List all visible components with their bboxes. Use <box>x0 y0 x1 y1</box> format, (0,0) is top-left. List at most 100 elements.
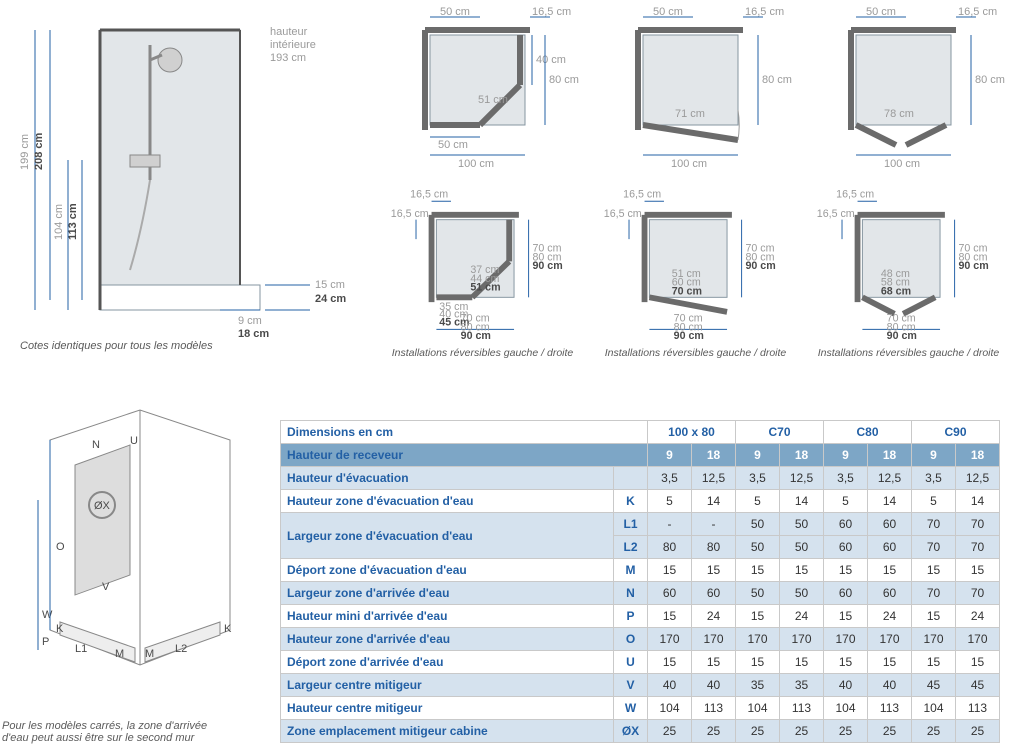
row-val: 60 <box>868 513 912 536</box>
interior-l2: intérieure <box>270 39 316 51</box>
row-val: 3,5 <box>912 467 956 490</box>
svg-text:M: M <box>115 648 124 660</box>
row-key: O <box>614 628 648 651</box>
row-val: 15 <box>780 559 824 582</box>
plan-diagrams: 51 cm 50 cm 40 cm 50 cm 16,5 cm 80 cm 10… <box>380 5 1020 359</box>
row-val: 3,5 <box>824 467 868 490</box>
svg-text:90 cm: 90 cm <box>532 260 562 272</box>
svg-text:16,5 cm: 16,5 cm <box>532 6 571 18</box>
row-val: 104 <box>648 697 692 720</box>
iso-caption: Pour les modèles carrés, la zone d'arriv… <box>2 720 252 744</box>
svg-text:78 cm: 78 cm <box>884 108 914 120</box>
row-val: 60 <box>648 582 692 605</box>
row-val: 50 <box>736 513 780 536</box>
row-label: Hauteur zone d'évacuation d'eau <box>281 490 614 513</box>
row-val: 50 <box>780 582 824 605</box>
row-val: 15 <box>648 651 692 674</box>
row-val: 3,5 <box>648 467 692 490</box>
row-val: 50 <box>780 513 824 536</box>
svg-text:16,5 cm: 16,5 cm <box>836 188 874 200</box>
plan-caption: Installations réversibles gauche / droit… <box>806 347 1011 359</box>
row-label: Hauteur zone d'arrivée d'eau <box>281 628 614 651</box>
svg-text:50 cm: 50 cm <box>438 139 468 151</box>
row-val: 40 <box>824 674 868 697</box>
row-val: 170 <box>868 628 912 651</box>
row-val: 60 <box>868 536 912 559</box>
row-val: 15 <box>956 651 1000 674</box>
svg-text:90 cm: 90 cm <box>461 330 491 341</box>
row-val: 170 <box>736 628 780 651</box>
plan-bottom-0: 37 cm 44 cm 51 cm 35 cm 40 cm 45 cm 16,5… <box>380 176 585 341</box>
row-val: 40 <box>868 674 912 697</box>
row-val: 40 <box>692 674 736 697</box>
dim-h-out: 208 cm <box>33 132 45 170</box>
row-val: 104 <box>912 697 956 720</box>
row-val: 170 <box>648 628 692 651</box>
dim-h-in: 199 cm <box>20 134 31 170</box>
row-val: 24 <box>692 605 736 628</box>
receiver-val: 18 <box>780 444 824 467</box>
row-key: N <box>614 582 648 605</box>
svg-text:50 cm: 50 cm <box>440 6 470 18</box>
row-val: 70 <box>956 513 1000 536</box>
svg-text:51 cm: 51 cm <box>470 282 500 294</box>
row-val: 45 <box>956 674 1000 697</box>
row-val: 15 <box>736 559 780 582</box>
base-top-out: 24 cm <box>315 293 346 305</box>
svg-text:40 cm: 40 cm <box>536 54 566 66</box>
svg-text:90 cm: 90 cm <box>958 260 988 272</box>
row-val: 70 <box>956 536 1000 559</box>
svg-text:16,5 cm: 16,5 cm <box>623 188 661 200</box>
elevation-caption: Cotes identiques pour tous les modèles <box>20 340 360 352</box>
svg-text:50 cm: 50 cm <box>866 6 896 18</box>
row-label: Zone emplacement mitigeur cabine <box>281 720 614 743</box>
row-val: 15 <box>736 605 780 628</box>
receiver-val: 18 <box>868 444 912 467</box>
receiver-val: 9 <box>736 444 780 467</box>
row-val: 15 <box>956 559 1000 582</box>
svg-text:K: K <box>56 623 64 635</box>
row-key: ØX <box>614 720 648 743</box>
row-val: 50 <box>736 582 780 605</box>
interior-l1: hauteur <box>270 26 308 38</box>
svg-text:ØX: ØX <box>94 500 111 512</box>
row-val: 35 <box>736 674 780 697</box>
row-key: L2 <box>614 536 648 559</box>
row-val: 80 <box>692 536 736 559</box>
svg-text:16,5 cm: 16,5 cm <box>604 208 642 220</box>
row-val: 70 <box>912 536 956 559</box>
row-val: 5 <box>824 490 868 513</box>
row-val: 15 <box>824 605 868 628</box>
svg-text:L2: L2 <box>175 643 187 655</box>
plan-top-0: 51 cm 50 cm 40 cm 50 cm 16,5 cm 80 cm 10… <box>380 5 585 170</box>
plan-bottom-2: 48 cm 58 cm 68 cm 16,5 cm 16,5 cm 70 cm … <box>806 176 1011 341</box>
svg-text:90 cm: 90 cm <box>745 260 775 272</box>
row-val: 12,5 <box>692 467 736 490</box>
row-val: 5 <box>736 490 780 513</box>
row-val: 80 <box>648 536 692 559</box>
svg-text:90 cm: 90 cm <box>674 330 704 341</box>
svg-text:100 cm: 100 cm <box>884 158 920 170</box>
svg-text:100 cm: 100 cm <box>671 158 707 170</box>
row-val: 15 <box>868 651 912 674</box>
svg-text:16,5 cm: 16,5 cm <box>817 208 855 220</box>
svg-text:16,5 cm: 16,5 cm <box>958 6 997 18</box>
row-label: Hauteur centre mitigeur <box>281 697 614 720</box>
row-key: K <box>614 490 648 513</box>
row-val: 25 <box>648 720 692 743</box>
row-key: L1 <box>614 513 648 536</box>
row-val: 12,5 <box>956 467 1000 490</box>
row-val: 3,5 <box>736 467 780 490</box>
svg-text:51 cm: 51 cm <box>478 94 508 106</box>
row-val: 15 <box>868 559 912 582</box>
row-val: 14 <box>780 490 824 513</box>
svg-text:100 cm: 100 cm <box>458 158 494 170</box>
row-label: Hauteur d'évacuation <box>281 467 614 490</box>
row-label: Largeur centre mitigeur <box>281 674 614 697</box>
row-val: 12,5 <box>868 467 912 490</box>
row-val: - <box>648 513 692 536</box>
row-val: 15 <box>912 651 956 674</box>
row-val: 15 <box>692 559 736 582</box>
svg-text:80 cm: 80 cm <box>975 74 1005 86</box>
receiver-val: 9 <box>912 444 956 467</box>
